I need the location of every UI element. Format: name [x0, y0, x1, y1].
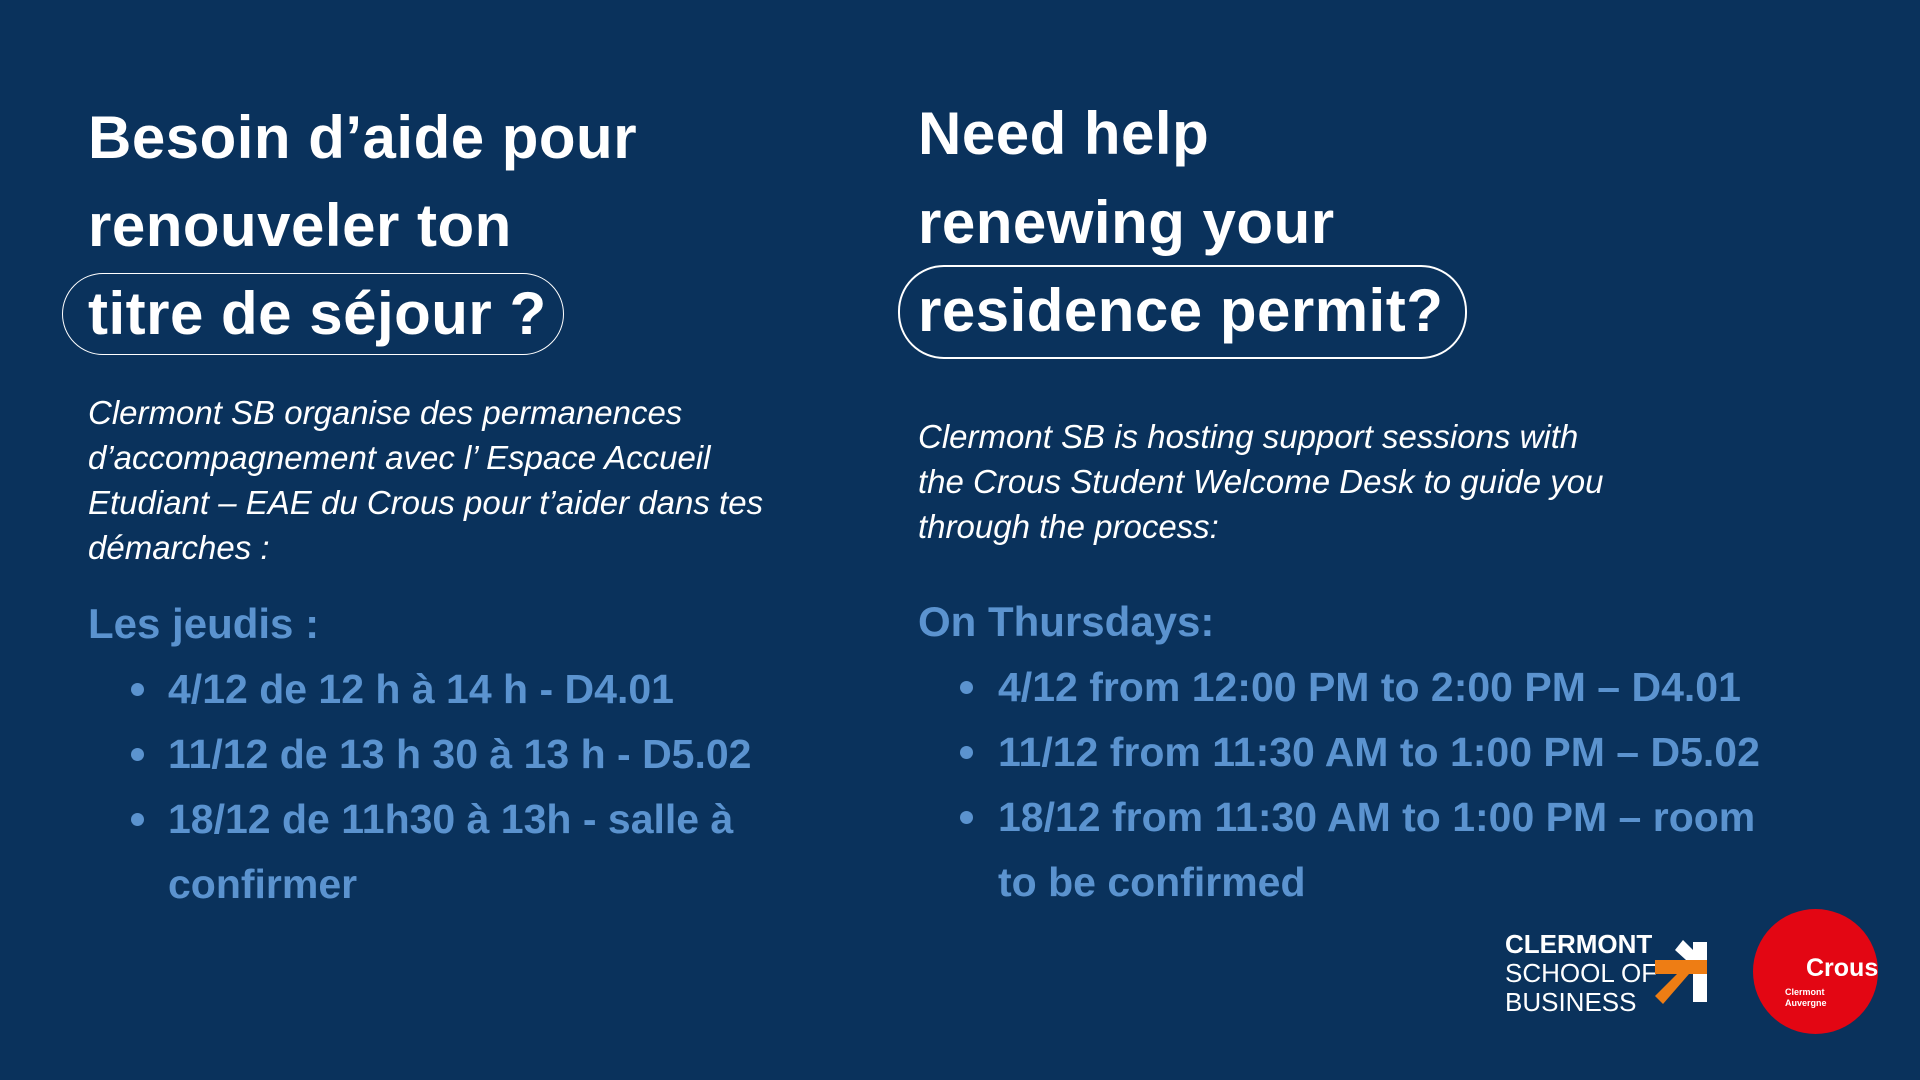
en-title-line-1: Need help: [918, 100, 1210, 167]
en-session-item-continued: to be confirmed: [998, 859, 1306, 905]
fr-intro-line: démarches :: [88, 529, 270, 566]
fr-session-item-continued: confirmer: [168, 861, 358, 907]
en-intro-line: through the process:: [918, 508, 1219, 545]
crous-region-line: Clermont: [1785, 987, 1825, 997]
fr-title-line-1: Besoin d’aide pour: [88, 104, 638, 171]
fr-title-line-3: titre de séjour ?: [88, 280, 547, 347]
crous-logo-text: Crous: [1806, 954, 1878, 982]
en-session-item: 18/12 from 11:30 AM to 1:00 PM – room: [998, 794, 1756, 840]
bullet-icon: [131, 683, 144, 696]
en-schedule-heading: On Thursdays:: [918, 598, 1215, 645]
crous-clermont-auvergne-logo: Crous Clermont Auvergne: [1753, 909, 1878, 1034]
logo-text-business: BUSINESS: [1505, 987, 1637, 1017]
fr-session-item: 11/12 de 13 h 30 à 13 h - D5.02: [168, 731, 752, 777]
crous-region-line: Auvergne: [1785, 998, 1827, 1008]
fr-intro-line: d’accompagnement avec l’ Espace Accueil: [88, 439, 711, 476]
bullet-icon: [960, 681, 973, 694]
fr-intro-line: Etudiant – EAE du Crous pour t’aider dan…: [88, 484, 764, 521]
logo-text-school-of: SCHOOL OF: [1505, 958, 1658, 988]
fr-session-item: 18/12 de 11h30 à 13h - salle à: [168, 796, 734, 842]
fr-intro-paragraph: Clermont SB organise des permanences d’a…: [88, 390, 763, 570]
en-intro-paragraph: Clermont SB is hosting support sessions …: [918, 414, 1603, 549]
csb-arrow-mark-icon: [1655, 940, 1707, 1004]
en-session-item: 4/12 from 12:00 PM to 2:00 PM – D4.01: [998, 664, 1741, 710]
fr-title-line-2: renouveler ton: [88, 192, 512, 259]
bullet-icon: [960, 811, 973, 824]
bullet-icon: [131, 748, 144, 761]
en-intro-line: the Crous Student Welcome Desk to guide …: [918, 463, 1604, 500]
en-session-item: 11/12 from 11:30 AM to 1:00 PM – D5.02: [998, 729, 1760, 775]
logo-text-clermont: CLERMONT: [1505, 929, 1653, 959]
en-title-line-3: residence permit?: [918, 277, 1444, 344]
en-title-line-2: renewing your: [918, 189, 1335, 256]
bullet-icon: [960, 746, 973, 759]
en-title-highlight-pill: [898, 265, 1467, 359]
crous-region-text: Clermont Auvergne: [1785, 987, 1827, 1009]
bullet-icon: [131, 813, 144, 826]
fr-session-item: 4/12 de 12 h à 14 h - D4.01: [168, 666, 674, 712]
fr-title-highlight-pill: [62, 273, 564, 355]
fr-schedule-heading: Les jeudis :: [88, 600, 320, 647]
clermont-school-of-business-logo: CLERMONT SCHOOL OF BUSINESS: [1505, 930, 1715, 1020]
en-intro-line: Clermont SB is hosting support sessions …: [918, 418, 1579, 455]
fr-intro-line: Clermont SB organise des permanences: [88, 394, 683, 431]
